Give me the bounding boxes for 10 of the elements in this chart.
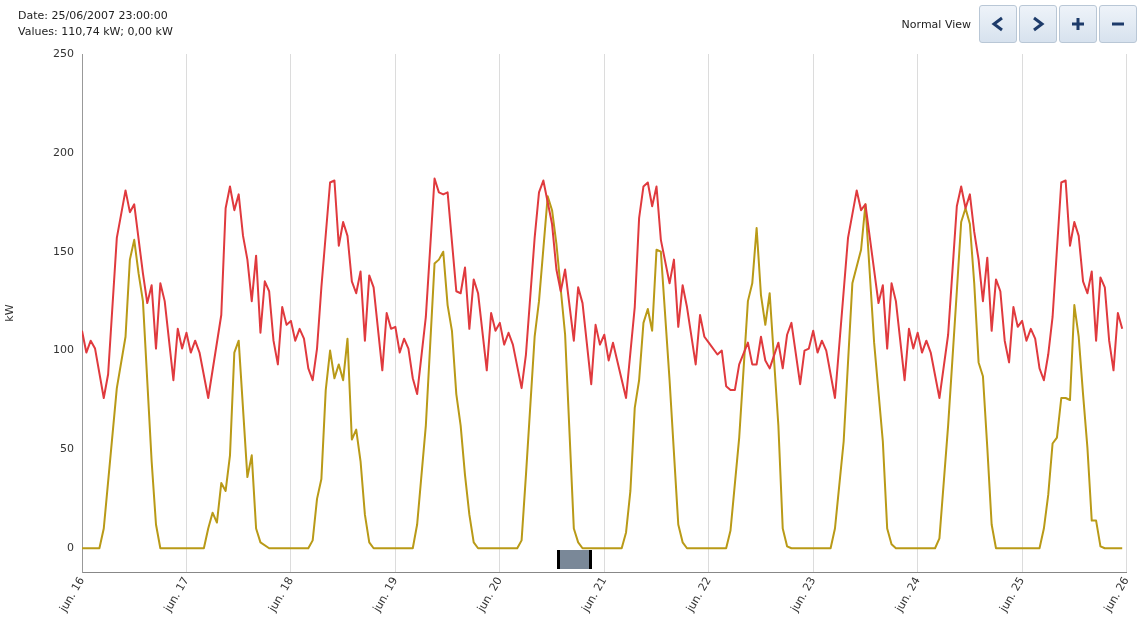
text: Normal View	[901, 17, 971, 31]
y-tick-label: 0	[67, 541, 74, 555]
y-tick-label: 250	[53, 46, 74, 60]
y-tick-label: 100	[53, 343, 74, 357]
text: Values: 110,74 kW; 0,00 kW	[18, 24, 173, 40]
y-tick-label: 200	[53, 145, 74, 159]
text: Date: 25/06/2007 23:00:00	[18, 8, 169, 24]
y-tick-label: 50	[60, 442, 74, 456]
y-axis-title: kW	[3, 304, 17, 322]
y-tick-label: 150	[53, 244, 74, 258]
